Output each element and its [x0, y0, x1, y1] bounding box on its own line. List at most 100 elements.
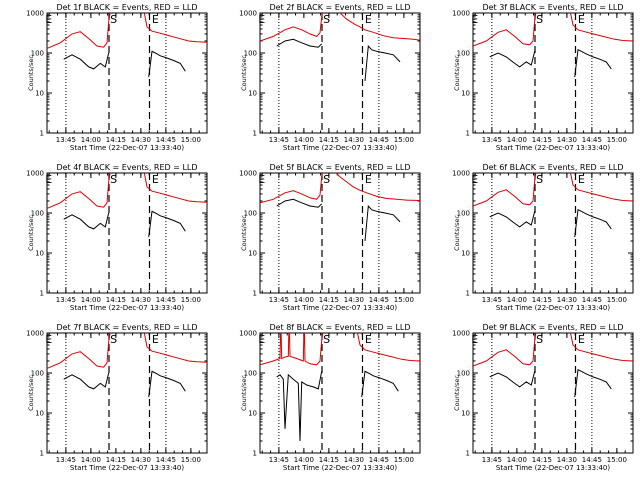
x-tick-label: 14:15: [319, 296, 339, 304]
panel-title: Det 2f BLACK = Events, RED = LLD: [269, 3, 410, 12]
event-marker-e: E: [578, 13, 585, 26]
event-marker-e: E: [365, 173, 372, 186]
event-marker-e: E: [45, 173, 52, 186]
x-tick-label: 14:30: [557, 296, 577, 304]
lld-series-line: [473, 333, 537, 367]
x-axis-label: Start Time (22-Dec-07 13:33:40): [283, 464, 397, 472]
y-tick-label: 10: [461, 250, 470, 258]
y-tick-label: 10: [461, 410, 470, 418]
x-tick-label: 14:45: [156, 456, 176, 464]
y-tick-label: 1: [40, 130, 44, 138]
panel-det-3: Det 3f BLACK = Events, RED = LLD 1 10 100 10…: [452, 3, 634, 152]
y-axis-label: Counts/sec: [240, 55, 248, 91]
x-tick-label: 14:15: [319, 136, 339, 144]
panel-det-5: Det 5f BLACK = Events, RED = LLD 1 10 100 10…: [239, 163, 421, 312]
event-marker-s: S: [110, 173, 117, 186]
x-tick-label: 14:15: [319, 456, 339, 464]
y-axis-label: Counts/sec: [27, 55, 35, 91]
y-tick-label: 100: [244, 370, 257, 378]
lld-series-line: [143, 333, 207, 363]
y-tick-label: 1: [40, 450, 44, 458]
event-marker-e: E: [258, 13, 265, 26]
lld-series-line: [569, 173, 633, 202]
x-tick-label: 14:00: [81, 456, 101, 464]
x-tick-label: 15:00: [181, 296, 201, 304]
y-tick-label: 1000: [239, 10, 257, 18]
x-tick-label: 14:30: [557, 136, 577, 144]
event-marker-e: E: [578, 333, 585, 346]
events-series-line: [276, 38, 323, 48]
events-series-line: [63, 372, 110, 390]
event-marker-e: E: [365, 333, 372, 346]
panel-title: Det 5f BLACK = Events, RED = LLD: [269, 163, 410, 172]
panel-det-9: Det 9f BLACK = Events, RED = LLD 1 10 100 10…: [452, 323, 634, 472]
x-tick-label: 14:00: [294, 136, 314, 144]
event-marker-e: E: [471, 173, 478, 186]
events-series-line: [489, 51, 536, 68]
event-marker-s: S: [536, 13, 543, 26]
x-tick-label: 13:45: [56, 296, 76, 304]
panel-title: Det 6f BLACK = Events, RED = LLD: [482, 163, 623, 172]
events-series-line: [276, 198, 323, 208]
x-tick-label: 14:30: [344, 456, 364, 464]
x-tick-label: 14:45: [369, 296, 389, 304]
events-series-line: [364, 204, 401, 242]
event-marker-s: S: [323, 13, 330, 26]
lld-series-line: [335, 173, 420, 201]
x-tick-label: 15:00: [607, 296, 627, 304]
x-tick-label: 15:00: [181, 456, 201, 464]
x-axis-label: Start Time (22-Dec-07 13:33:40): [283, 144, 397, 152]
y-tick-label: 10: [461, 90, 470, 98]
plot-frame: [46, 12, 208, 134]
x-tick-label: 14:15: [106, 136, 126, 144]
y-tick-label: 100: [457, 210, 470, 218]
x-tick-label: 14:15: [532, 456, 552, 464]
event-marker-e: E: [578, 173, 585, 186]
x-axis-label: Start Time (22-Dec-07 13:33:40): [70, 144, 184, 152]
y-tick-label: 1000: [26, 10, 44, 18]
x-tick-label: 14:30: [131, 296, 151, 304]
event-marker-e: E: [471, 13, 478, 26]
lld-series-line: [47, 173, 111, 209]
x-tick-label: 14:00: [81, 136, 101, 144]
plot-frame: [259, 332, 421, 454]
panel-title: Det 3f BLACK = Events, RED = LLD: [482, 3, 623, 12]
x-tick-label: 14:15: [532, 136, 552, 144]
event-marker-e: E: [45, 13, 52, 26]
x-tick-label: 13:45: [482, 456, 502, 464]
panel-title: Det 1f BLACK = Events, RED = LLD: [56, 3, 197, 12]
y-tick-label: 1: [40, 290, 44, 298]
events-series-line: [574, 49, 612, 78]
y-tick-label: 10: [35, 410, 44, 418]
panel-title: Det 8f BLACK = Events, RED = LLD: [269, 323, 410, 332]
events-series-line: [63, 52, 110, 70]
lld-series-line: [47, 13, 111, 49]
y-tick-label: 100: [31, 50, 44, 58]
event-marker-e: E: [471, 333, 478, 346]
event-marker-s: S: [536, 173, 543, 186]
y-axis-label: Counts/sec: [453, 55, 461, 91]
lld-series-line: [260, 333, 324, 366]
y-tick-label: 1: [466, 450, 470, 458]
y-tick-label: 10: [35, 90, 44, 98]
y-axis-label: Counts/sec: [453, 375, 461, 411]
lld-series-line: [260, 13, 323, 42]
events-series-line: [574, 369, 612, 398]
event-marker-e: E: [45, 333, 52, 346]
events-series-line: [63, 212, 110, 230]
plot-frame: [472, 332, 634, 454]
y-tick-label: 1000: [239, 330, 257, 338]
y-tick-label: 1: [253, 130, 257, 138]
lld-series-line: [356, 333, 420, 362]
x-tick-label: 14:45: [582, 136, 602, 144]
x-tick-label: 14:30: [344, 296, 364, 304]
plot-frame: [46, 172, 208, 294]
event-marker-e: E: [365, 13, 372, 26]
y-tick-label: 100: [244, 210, 257, 218]
events-series-line: [364, 44, 401, 82]
x-tick-label: 14:30: [557, 456, 577, 464]
y-tick-label: 1000: [26, 170, 44, 178]
y-tick-label: 10: [248, 250, 257, 258]
panel-title: Det 4f BLACK = Events, RED = LLD: [56, 163, 197, 172]
